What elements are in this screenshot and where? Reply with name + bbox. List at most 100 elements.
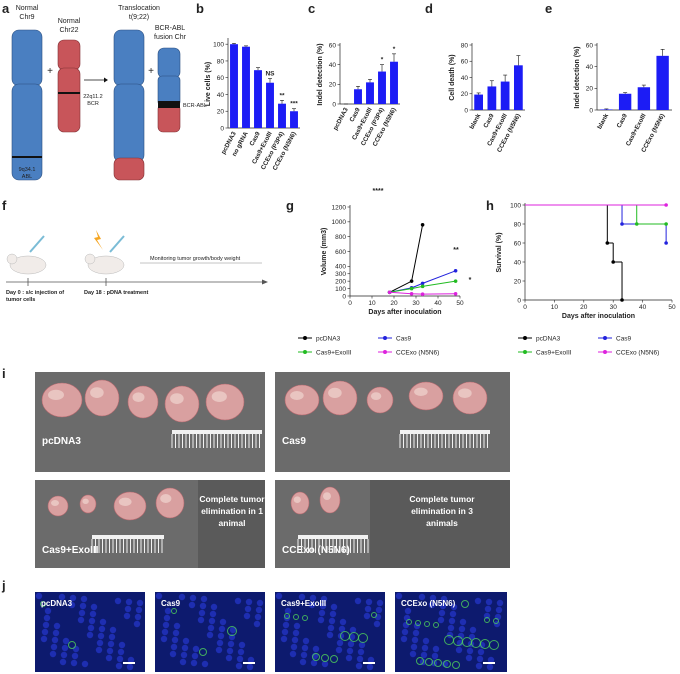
tumor-highlight	[328, 387, 342, 398]
nucleus	[210, 603, 218, 611]
nucleus	[90, 603, 98, 611]
nucleus	[357, 648, 365, 656]
gfp-cell	[340, 631, 350, 641]
nucleus	[418, 593, 426, 601]
nucleus	[450, 603, 458, 611]
nucleus	[217, 632, 225, 640]
label: ABL	[22, 174, 32, 180]
nucleus	[68, 601, 76, 609]
tumor-highlight	[370, 392, 382, 400]
tumor	[127, 385, 159, 419]
nucleus	[181, 644, 189, 652]
bar	[354, 89, 362, 104]
nucleus	[410, 643, 418, 651]
nucleus	[336, 639, 344, 647]
tumor	[41, 382, 83, 418]
nucleus	[428, 601, 436, 609]
nucleus	[465, 654, 473, 662]
nucleus	[106, 647, 114, 655]
y-tick-label: 300	[335, 271, 346, 278]
nucleus	[238, 641, 246, 649]
nucleus	[41, 628, 49, 636]
nucleus	[254, 613, 262, 621]
nucleus	[225, 654, 233, 662]
chromosome	[57, 39, 81, 71]
tumor	[408, 381, 444, 411]
nucleus	[466, 647, 474, 655]
point	[453, 291, 458, 296]
x-tick-label: 10	[368, 300, 376, 307]
label: Normal	[58, 18, 81, 25]
nucleus	[486, 663, 494, 671]
nucleus	[367, 656, 375, 664]
nucleus	[173, 622, 181, 630]
bar	[656, 55, 669, 110]
point	[620, 222, 624, 226]
nucleus	[71, 652, 79, 660]
nucleus	[256, 599, 264, 607]
y-tick-label: 20	[217, 109, 225, 116]
nucleus	[289, 650, 297, 658]
label: Day 18 : pDNA treatment	[84, 290, 148, 296]
nucleus	[456, 639, 464, 647]
annotation: ***	[290, 101, 298, 108]
nucleus	[299, 658, 307, 666]
nucleus	[243, 612, 251, 620]
nucleus	[197, 616, 205, 624]
nucleus	[199, 602, 207, 610]
nucleus	[115, 662, 123, 670]
chromosome	[113, 29, 145, 87]
y-tick-label: 60	[514, 240, 522, 247]
nucleus	[95, 646, 103, 654]
nucleus	[253, 620, 261, 628]
timeline: Monitoring tumor growth/body weight Day …	[6, 230, 268, 303]
nucleus	[43, 614, 51, 622]
nucleus	[475, 662, 483, 670]
gfp-cell	[452, 661, 460, 669]
panel-label: g	[286, 198, 294, 213]
nucleus	[69, 594, 77, 602]
nucleus	[413, 622, 421, 630]
y-tick-label: 40	[217, 92, 225, 99]
y-tick-label: 60	[217, 75, 225, 82]
nucleus	[98, 625, 106, 633]
nucleus	[79, 602, 87, 610]
group-label: pcDNA3	[42, 436, 81, 447]
tumor-highlight	[51, 500, 59, 506]
gfp-cell	[199, 648, 207, 656]
bar	[474, 94, 483, 110]
gfp-cell	[284, 613, 290, 619]
legend-label: CCExo (N5N6)	[616, 349, 659, 356]
x-tick-label: 50	[456, 300, 464, 307]
nucleus	[292, 629, 300, 637]
line	[389, 291, 456, 295]
nucleus	[161, 628, 169, 636]
annotation: *	[381, 57, 384, 64]
nucleus	[190, 659, 198, 667]
tumor-highlight	[132, 392, 145, 403]
label: t(9;22)	[129, 14, 149, 21]
bar	[514, 65, 523, 110]
nucleus	[420, 651, 428, 659]
point	[420, 292, 425, 296]
tumor	[452, 381, 488, 415]
y-axis-title: Indel detection (%)	[574, 46, 581, 108]
nucleus	[255, 606, 263, 614]
nucleus	[298, 593, 306, 601]
group-label: Cas9+ExoIII	[42, 545, 99, 556]
bar	[290, 111, 298, 128]
bar	[366, 82, 374, 104]
band	[158, 101, 180, 108]
legend-marker	[303, 336, 307, 340]
syringe	[109, 235, 125, 253]
nucleus	[281, 628, 289, 636]
nucleus	[366, 663, 374, 671]
nucleus	[208, 617, 216, 625]
point	[420, 284, 425, 289]
y-tick-label: 0	[332, 101, 336, 108]
nucleus	[358, 641, 366, 649]
nucleus	[207, 624, 215, 632]
gfp-cell	[40, 601, 46, 607]
nucleus	[320, 595, 328, 603]
y-tick-label: 400	[335, 264, 346, 271]
